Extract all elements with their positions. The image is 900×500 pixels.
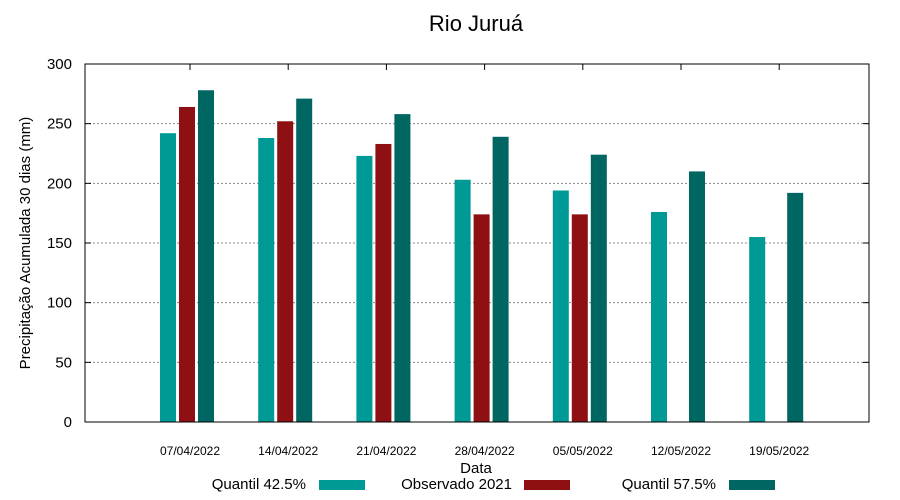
bar [375,143,392,422]
y-tick-label: 150 [47,235,72,252]
bar [356,155,373,423]
bar [492,136,509,422]
legend-swatch [524,480,570,490]
bar [787,192,804,422]
y-tick-label: 100 [47,295,72,312]
bars [160,90,804,423]
bar [473,214,490,422]
x-tick-label: 21/04/2022 [356,444,416,458]
y-tick-label: 300 [47,56,72,73]
bar [179,106,195,423]
axis-ticks: 0 50 100 150 200 250 300 07/04/2022 14/04/2022 21… [47,56,869,458]
bar [394,114,411,423]
y-axis-label: Precipitação Acumulada 30 dias (mm) [17,117,34,370]
bar [160,133,176,423]
bar [651,211,667,422]
legend-swatch [319,480,365,490]
bar [749,237,766,422]
bar [198,90,214,423]
bar [552,190,569,422]
x-tick-label: 19/05/2022 [749,444,809,458]
y-tick-label: 50 [55,354,72,371]
x-axis-label: Data [460,460,492,477]
y-tick-label: 200 [47,175,72,192]
x-tick-label: 07/04/2022 [160,444,220,458]
bar [689,171,705,422]
bar [454,179,471,422]
x-tick-label: 14/04/2022 [258,444,318,458]
legend-label: Quantil 57.5% [622,476,716,493]
bar [590,154,607,422]
x-tick-label: 12/05/2022 [651,444,711,458]
bar [571,214,588,422]
legend-label: Observado 2021 [401,476,512,493]
y-tick-label: 250 [47,116,72,133]
legend-swatch [729,480,775,490]
y-tick-label: 0 [64,414,72,431]
legend: Quantil 42.5% Observado 2021 Quantil 57.5% [212,476,775,493]
legend-label: Quantil 42.5% [212,476,306,493]
bar [277,121,294,422]
chart-title: Rio Juruá [429,11,524,36]
bar [296,98,313,423]
x-tick-label: 28/04/2022 [455,444,515,458]
x-tick-label: 05/05/2022 [553,444,613,458]
bar [258,137,275,422]
